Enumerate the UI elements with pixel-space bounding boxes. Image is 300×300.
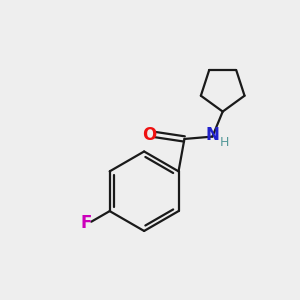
Text: O: O xyxy=(142,125,156,143)
Text: F: F xyxy=(80,214,92,232)
Text: H: H xyxy=(220,136,230,149)
Text: N: N xyxy=(206,126,219,144)
